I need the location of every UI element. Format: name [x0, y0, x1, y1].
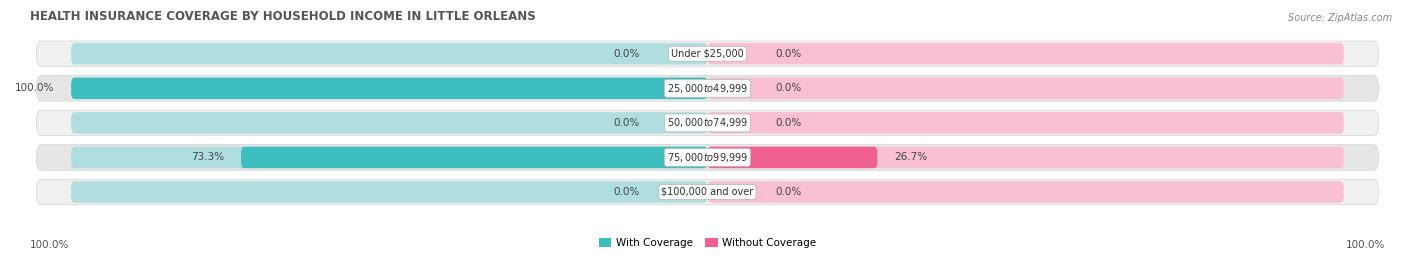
FancyBboxPatch shape [37, 41, 1378, 66]
FancyBboxPatch shape [37, 179, 1378, 205]
FancyBboxPatch shape [707, 147, 1344, 168]
FancyBboxPatch shape [72, 181, 707, 203]
FancyBboxPatch shape [37, 145, 1378, 170]
Text: $25,000 to $49,999: $25,000 to $49,999 [666, 82, 748, 95]
FancyBboxPatch shape [707, 78, 1344, 99]
Text: 0.0%: 0.0% [613, 49, 640, 59]
Text: 100.0%: 100.0% [1346, 240, 1385, 250]
Text: 0.0%: 0.0% [613, 187, 640, 197]
FancyBboxPatch shape [72, 147, 707, 168]
FancyBboxPatch shape [707, 43, 1344, 65]
FancyBboxPatch shape [37, 110, 1378, 136]
FancyBboxPatch shape [37, 76, 1378, 101]
Text: 0.0%: 0.0% [775, 118, 801, 128]
Text: 26.7%: 26.7% [894, 153, 927, 162]
Text: 0.0%: 0.0% [775, 49, 801, 59]
Text: 100.0%: 100.0% [30, 240, 69, 250]
FancyBboxPatch shape [707, 181, 1344, 203]
Legend: With Coverage, Without Coverage: With Coverage, Without Coverage [595, 234, 820, 252]
FancyBboxPatch shape [72, 78, 707, 99]
Text: $75,000 to $99,999: $75,000 to $99,999 [666, 151, 748, 164]
Text: $100,000 and over: $100,000 and over [661, 187, 754, 197]
FancyBboxPatch shape [240, 147, 707, 168]
FancyBboxPatch shape [72, 112, 707, 134]
FancyBboxPatch shape [707, 147, 877, 168]
FancyBboxPatch shape [72, 78, 707, 99]
FancyBboxPatch shape [72, 43, 707, 65]
Text: 0.0%: 0.0% [775, 187, 801, 197]
Text: $50,000 to $74,999: $50,000 to $74,999 [666, 116, 748, 129]
Text: 0.0%: 0.0% [775, 83, 801, 93]
Text: 0.0%: 0.0% [613, 118, 640, 128]
Text: 73.3%: 73.3% [191, 153, 225, 162]
Text: 100.0%: 100.0% [15, 83, 55, 93]
Text: HEALTH INSURANCE COVERAGE BY HOUSEHOLD INCOME IN LITTLE ORLEANS: HEALTH INSURANCE COVERAGE BY HOUSEHOLD I… [30, 10, 536, 23]
FancyBboxPatch shape [707, 112, 1344, 134]
Text: Source: ZipAtlas.com: Source: ZipAtlas.com [1288, 13, 1392, 23]
Text: Under $25,000: Under $25,000 [671, 49, 744, 59]
